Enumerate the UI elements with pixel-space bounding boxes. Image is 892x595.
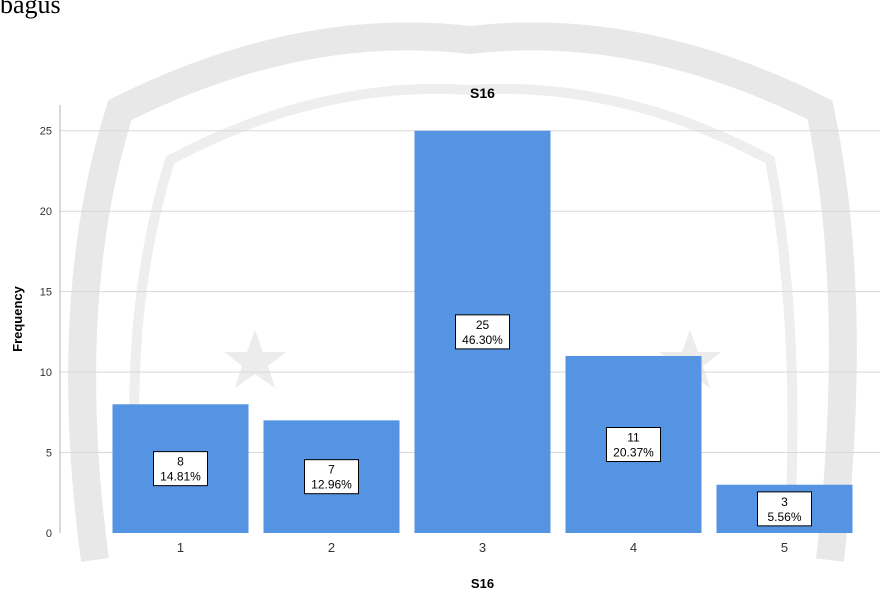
y-axis-title: Frequency xyxy=(10,285,25,352)
y-tick-label: 0 xyxy=(46,528,52,540)
y-tick-labels: 0 5 10 15 20 25 xyxy=(40,126,52,540)
data-label-percent: 12.96% xyxy=(311,478,352,492)
x-tick-label: 1 xyxy=(177,540,184,555)
data-label-count: 25 xyxy=(476,318,490,332)
data-label-percent: 46.30% xyxy=(462,333,503,347)
data-label-box xyxy=(304,459,359,495)
data-label-percent: 14.81% xyxy=(160,470,201,484)
x-tick-label: 3 xyxy=(479,540,486,555)
y-tick-label: 10 xyxy=(40,367,52,379)
x-tick-label: 2 xyxy=(328,540,335,555)
data-label-count: 7 xyxy=(328,463,335,477)
x-tick-label: 4 xyxy=(630,540,637,555)
chart-title: S16 xyxy=(470,85,495,101)
data-label-count: 8 xyxy=(177,455,184,469)
data-label-percent: 20.37% xyxy=(613,446,654,460)
data-label-count: 11 xyxy=(627,431,640,445)
data-label-box xyxy=(153,451,208,487)
x-tick-label: 5 xyxy=(781,540,788,555)
data-label-box xyxy=(606,427,661,463)
data-label-count: 3 xyxy=(781,495,788,509)
y-tick-label: 15 xyxy=(40,287,52,299)
data-label-box xyxy=(455,314,510,350)
data-label-box xyxy=(757,491,812,527)
data-label-percent: 5.56% xyxy=(767,510,801,524)
x-tick-labels: 1 2 3 4 5 xyxy=(177,540,788,555)
y-tick-label: 20 xyxy=(40,206,52,218)
page-text-fragment: bagus xyxy=(0,0,61,19)
y-tick-label: 25 xyxy=(40,126,52,138)
y-tick-label: 5 xyxy=(46,448,52,460)
x-axis-title: S16 xyxy=(471,576,494,591)
